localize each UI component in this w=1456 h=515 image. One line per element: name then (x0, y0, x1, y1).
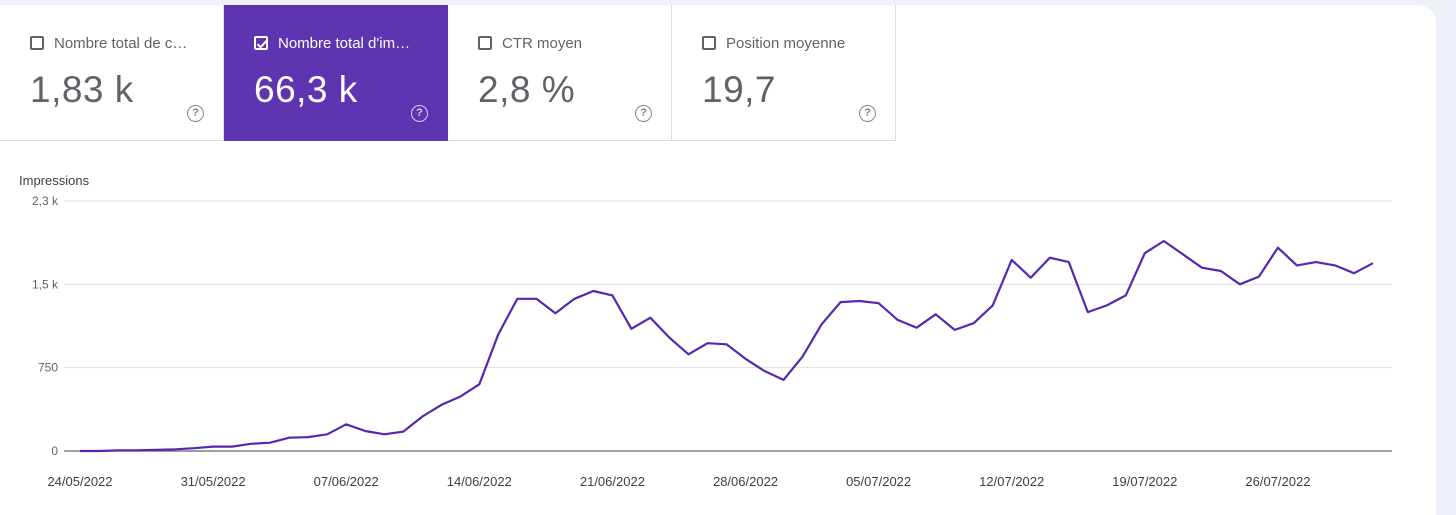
metric-clicks[interactable]: Nombre total de c… 1,83 k ? (0, 5, 224, 141)
checkbox[interactable] (702, 36, 716, 50)
metric-value: 2,8 % (478, 69, 576, 110)
x-tick-label: 19/07/2022 (1112, 474, 1177, 489)
metric-value: 66,3 k (254, 69, 358, 110)
check-icon (256, 40, 268, 49)
x-tick-label: 05/07/2022 (846, 474, 911, 489)
performance-card: Nombre total de c… 1,83 k ? Nombre total… (0, 5, 1436, 515)
impressions-line-chart: 0 750 1,5 k 2,3 k 24/05/2022 31/05/2022 07/06/… (32, 194, 1392, 489)
x-tick-label: 31/05/2022 (181, 474, 246, 489)
metric-value: 19,7 (702, 69, 777, 110)
x-tick-label: 26/07/2022 (1245, 474, 1310, 489)
metric-ctr[interactable]: CTR moyen 2,8 % ? (448, 5, 672, 141)
x-tick-label: 14/06/2022 (447, 474, 512, 489)
checkbox[interactable] (478, 36, 492, 50)
y-tick-label: 750 (38, 361, 58, 375)
help-circle-icon[interactable]: ? (635, 105, 652, 122)
metric-label: Position moyenne (726, 35, 846, 52)
checkbox[interactable] (30, 36, 44, 50)
x-tick-label: 24/05/2022 (47, 474, 112, 489)
x-tick-label: 21/06/2022 (580, 474, 645, 489)
checkbox-checked[interactable] (254, 36, 268, 50)
metric-label: CTR moyen (502, 35, 583, 52)
x-tick-label: 07/06/2022 (314, 474, 379, 489)
metric-label: Nombre total d'im… (278, 35, 411, 52)
help-circle-icon[interactable]: ? (859, 105, 876, 122)
help-circle-icon[interactable]: ? (411, 105, 428, 122)
metric-label: Nombre total de c… (54, 35, 188, 52)
help-circle-icon[interactable]: ? (187, 105, 204, 122)
metric-position[interactable]: Position moyenne 19,7 ? (672, 5, 896, 141)
y-tick-label: 1,5 k (32, 277, 59, 291)
metric-impressions[interactable]: Nombre total d'im… 66,3 k ? (224, 5, 448, 141)
series-line-impressions (80, 239, 1374, 453)
y-tick-label: 0 (51, 444, 58, 458)
x-tick-label: 28/06/2022 (713, 474, 778, 489)
y-axis-title: Impressions (19, 173, 90, 188)
metric-value: 1,83 k (30, 69, 134, 110)
x-tick-label: 12/07/2022 (979, 474, 1044, 489)
y-tick-label: 2,3 k (32, 194, 59, 208)
